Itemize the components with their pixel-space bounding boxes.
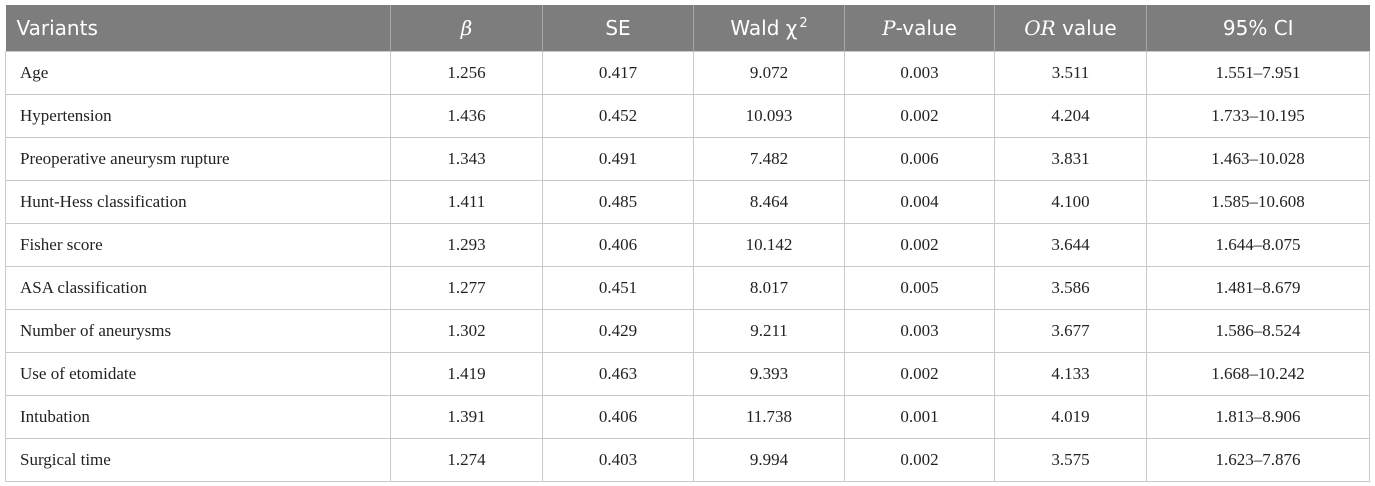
se-cell: 0.403 <box>542 437 694 482</box>
wald-cell: 9.393 <box>693 351 845 396</box>
wald-cell: 9.994 <box>693 437 845 482</box>
table-row: Intubation 1.391 0.406 11.738 0.001 4.019 1.81… <box>5 394 1370 439</box>
table-row: Use of etomidate 1.419 0.463 9.393 0.002 4.13… <box>5 351 1370 396</box>
variant-cell: ASA classification <box>5 265 391 310</box>
header-or-value: OR value <box>994 5 1147 51</box>
variant-cell: Preoperative aneurysm rupture <box>5 136 391 181</box>
beta-cell: 1.293 <box>390 222 543 267</box>
variant-cell: Surgical time <box>5 437 391 482</box>
se-cell: 0.417 <box>542 50 694 95</box>
beta-cell: 1.256 <box>390 50 543 95</box>
table-row: Hypertension 1.436 0.452 10.093 0.002 4.204 1.… <box>5 93 1370 138</box>
p-value-cell: 0.003 <box>844 50 995 95</box>
or-value-cell: 3.644 <box>994 222 1147 267</box>
wald-cell: 10.093 <box>693 93 845 138</box>
p-value-cell: 0.005 <box>844 265 995 310</box>
or-value-cell: 4.204 <box>994 93 1147 138</box>
table-row: Age 1.256 0.417 9.072 0.003 3.511 1.551–7.951 <box>5 50 1370 95</box>
table-row: Preoperative aneurysm rupture 1.343 0.491 7… <box>5 136 1370 181</box>
ci-cell: 1.668–10.242 <box>1146 351 1370 396</box>
beta-cell: 1.436 <box>390 93 543 138</box>
table-row: Hunt-Hess classification 1.411 0.485 8.464 0… <box>5 179 1370 224</box>
p-value-cell: 0.003 <box>844 308 995 353</box>
ci-cell: 1.586–8.524 <box>1146 308 1370 353</box>
header-p-value: P-value <box>844 5 995 51</box>
variant-cell: Age <box>5 50 391 95</box>
table-row: Fisher score 1.293 0.406 10.142 0.002 3.644 1.… <box>5 222 1370 267</box>
ci-cell: 1.733–10.195 <box>1146 93 1370 138</box>
se-cell: 0.491 <box>542 136 694 181</box>
p-value-cell: 0.002 <box>844 437 995 482</box>
ci-cell: 1.551–7.951 <box>1146 50 1370 95</box>
p-value-cell: 0.002 <box>844 222 995 267</box>
beta-cell: 1.302 <box>390 308 543 353</box>
se-cell: 0.463 <box>542 351 694 396</box>
header-se: SE <box>542 5 694 51</box>
variant-cell: Fisher score <box>5 222 391 267</box>
ci-cell: 1.813–8.906 <box>1146 394 1370 439</box>
variant-cell: Use of etomidate <box>5 351 391 396</box>
wald-cell: 11.738 <box>693 394 845 439</box>
se-cell: 0.429 <box>542 308 694 353</box>
or-value-cell: 3.831 <box>994 136 1147 181</box>
beta-cell: 1.274 <box>390 437 543 482</box>
se-cell: 0.451 <box>542 265 694 310</box>
or-value-cell: 3.511 <box>994 50 1147 95</box>
ci-cell: 1.585–10.608 <box>1146 179 1370 224</box>
or-value-cell: 3.575 <box>994 437 1147 482</box>
se-cell: 0.406 <box>542 222 694 267</box>
variant-cell: Hypertension <box>5 93 391 138</box>
beta-cell: 1.343 <box>390 136 543 181</box>
ci-cell: 1.623–7.876 <box>1146 437 1370 482</box>
table-row: Surgical time 1.274 0.403 9.994 0.002 3.575 1.… <box>5 437 1370 482</box>
wald-cell: 9.211 <box>693 308 845 353</box>
or-value-cell: 4.133 <box>994 351 1147 396</box>
se-cell: 0.406 <box>542 394 694 439</box>
ci-cell: 1.481–8.679 <box>1146 265 1370 310</box>
or-value-cell: 4.019 <box>994 394 1147 439</box>
header-variants: Variants <box>5 5 391 51</box>
header-95-ci: 95% CI <box>1222 15 1294 40</box>
p-value-cell: 0.001 <box>844 394 995 439</box>
variant-cell: Intubation <box>5 394 391 439</box>
wald-cell: 9.072 <box>693 50 845 95</box>
wald-cell: 10.142 <box>693 222 845 267</box>
beta-cell: 1.411 <box>390 179 543 224</box>
or-value-cell: 4.100 <box>994 179 1147 224</box>
header-beta: β <box>390 5 543 51</box>
p-value-cell: 0.002 <box>844 93 995 138</box>
variant-cell: Number of aneurysms <box>5 308 391 353</box>
wald-cell: 8.464 <box>693 179 845 224</box>
p-value-cell: 0.002 <box>844 351 995 396</box>
table-row: ASA classification 1.277 0.451 8.017 0.005 3.… <box>5 265 1370 310</box>
beta-cell: 1.391 <box>390 394 543 439</box>
ci-cell: 1.644–8.075 <box>1146 222 1370 267</box>
wald-cell: 8.017 <box>693 265 845 310</box>
table-body: Age 1.256 0.417 9.072 0.003 3.511 1.551–7.951 H… <box>5 50 1370 482</box>
se-cell: 0.452 <box>542 93 694 138</box>
table-row: Number of aneurysms 1.302 0.429 9.211 0.003 3… <box>5 308 1370 353</box>
beta-cell: 1.419 <box>390 351 543 396</box>
wald-cell: 7.482 <box>693 136 845 181</box>
se-cell: 0.485 <box>542 179 694 224</box>
beta-cell: 1.277 <box>390 265 543 310</box>
or-value-cell: 3.586 <box>994 265 1147 310</box>
p-value-cell: 0.004 <box>844 179 995 224</box>
or-value-cell: 3.677 <box>994 308 1147 353</box>
ci-cell: 1.463–10.028 <box>1146 136 1370 181</box>
variant-cell: Hunt-Hess classification <box>5 179 391 224</box>
p-value-cell: 0.006 <box>844 136 995 181</box>
